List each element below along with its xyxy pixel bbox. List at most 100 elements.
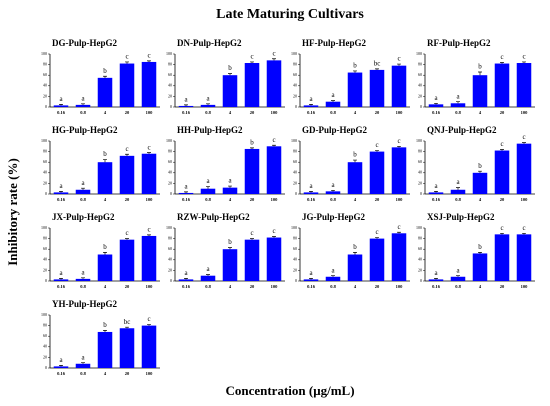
y-axis-label: Inhibitory rate (%) <box>5 158 20 266</box>
x-tick-label: 0.8 <box>455 110 461 115</box>
x-tick-label: 0.16 <box>57 371 66 376</box>
x-tick-label: 0.16 <box>307 284 316 289</box>
y-tick-label: 100 <box>291 51 297 56</box>
y-tick-label: 40 <box>418 170 422 175</box>
x-tick-label: 0.16 <box>432 110 441 115</box>
y-tick-label: 40 <box>43 170 47 175</box>
x-tick-label: 0.16 <box>432 197 441 202</box>
y-tick-label: 0 <box>170 191 172 196</box>
x-tick-label: 0.16 <box>182 110 191 115</box>
figure-title: Late Maturing Cultivars <box>216 7 364 22</box>
x-tick-label: 0.16 <box>307 197 316 202</box>
bar <box>325 276 341 281</box>
x-tick-label: 100 <box>396 110 404 115</box>
error-bar <box>206 274 210 276</box>
error-bar <box>81 277 85 279</box>
y-tick-label: 0 <box>45 365 47 370</box>
x-tick-label: 100 <box>271 197 279 202</box>
bar <box>450 103 466 107</box>
error-bar <box>375 150 379 152</box>
error-bar <box>478 71 482 76</box>
x-tick-label: 0.8 <box>330 284 336 289</box>
y-tick-label: 0 <box>45 191 47 196</box>
significance-letter: a <box>434 94 438 102</box>
significance-letter: c <box>250 53 253 61</box>
error-bar <box>81 187 85 190</box>
y-tick-label: 20 <box>43 354 47 359</box>
bar <box>391 147 407 194</box>
significance-letter: a <box>456 178 460 186</box>
bar <box>369 238 385 281</box>
y-tick-label: 40 <box>418 257 422 262</box>
error-bar <box>81 103 85 105</box>
x-tick-label: 0.16 <box>182 284 191 289</box>
y-tick-label: 100 <box>41 312 47 317</box>
significance-letter: c <box>522 224 525 232</box>
error-bar <box>500 232 504 235</box>
y-tick-label: 60 <box>418 246 422 251</box>
bar <box>119 328 135 368</box>
bar <box>516 234 532 281</box>
significance-letter: c <box>125 229 128 237</box>
bar <box>97 331 113 368</box>
x-tick-label: 0.16 <box>307 110 316 115</box>
error-bar <box>206 103 210 105</box>
x-tick-label: 100 <box>271 110 279 115</box>
significance-letter: c <box>250 229 253 237</box>
error-bar <box>59 104 63 106</box>
error-bar <box>103 252 107 255</box>
error-bar <box>500 62 504 64</box>
y-tick-label: 60 <box>293 159 297 164</box>
y-tick-label: 0 <box>420 191 422 196</box>
bar <box>472 253 488 281</box>
x-tick-label: 100 <box>396 197 404 202</box>
bar <box>75 278 91 281</box>
x-tick-label: 0.8 <box>330 197 336 202</box>
y-tick-label: 20 <box>43 267 47 272</box>
panel-title: XSJ-Pulp-HepG2 <box>427 212 495 222</box>
bar <box>266 146 282 194</box>
x-tick-label: 0.8 <box>455 284 461 289</box>
x-tick-label: 0.8 <box>205 110 211 115</box>
error-bar <box>59 191 63 193</box>
significance-letter: a <box>331 181 335 189</box>
error-bar <box>125 238 129 240</box>
y-tick-label: 60 <box>168 159 172 164</box>
panel-title: YH-Pulp-HepG2 <box>52 299 118 309</box>
significance-letter: a <box>309 269 313 277</box>
x-tick-label: 20 <box>375 110 380 115</box>
y-tick-label: 60 <box>293 72 297 77</box>
bar <box>472 75 488 107</box>
significance-letter: a <box>206 94 210 102</box>
y-tick-label: 100 <box>166 138 172 143</box>
y-tick-label: 40 <box>168 257 172 262</box>
error-bar <box>309 278 313 280</box>
bar <box>369 69 385 107</box>
bar <box>97 254 113 281</box>
significance-letter: a <box>228 177 232 185</box>
x-tick-label: 0.8 <box>80 284 86 289</box>
x-tick-label: 0.16 <box>57 284 66 289</box>
error-bar <box>103 159 107 163</box>
y-tick-label: 80 <box>418 149 422 154</box>
x-tick-label: 4 <box>354 197 357 202</box>
y-tick-label: 60 <box>43 333 47 338</box>
y-tick-label: 80 <box>43 236 47 241</box>
error-bar <box>272 144 276 147</box>
panel-title: DN-Pulp-HepG2 <box>177 38 242 48</box>
y-tick-label: 0 <box>420 278 422 283</box>
error-bar <box>397 231 401 234</box>
bar <box>119 239 135 281</box>
significance-letter: a <box>81 179 85 187</box>
significance-letter: a <box>184 269 188 277</box>
x-tick-label: 4 <box>354 110 357 115</box>
error-bar <box>397 63 401 66</box>
panel-title: RF-Pulp-HepG2 <box>427 38 491 48</box>
bar <box>178 192 194 194</box>
panel-title: RZW-Pulp-HepG2 <box>177 212 250 222</box>
y-tick-label: 0 <box>45 104 47 109</box>
y-tick-label: 100 <box>166 51 172 56</box>
y-tick-label: 100 <box>166 225 172 230</box>
bar <box>222 187 238 194</box>
